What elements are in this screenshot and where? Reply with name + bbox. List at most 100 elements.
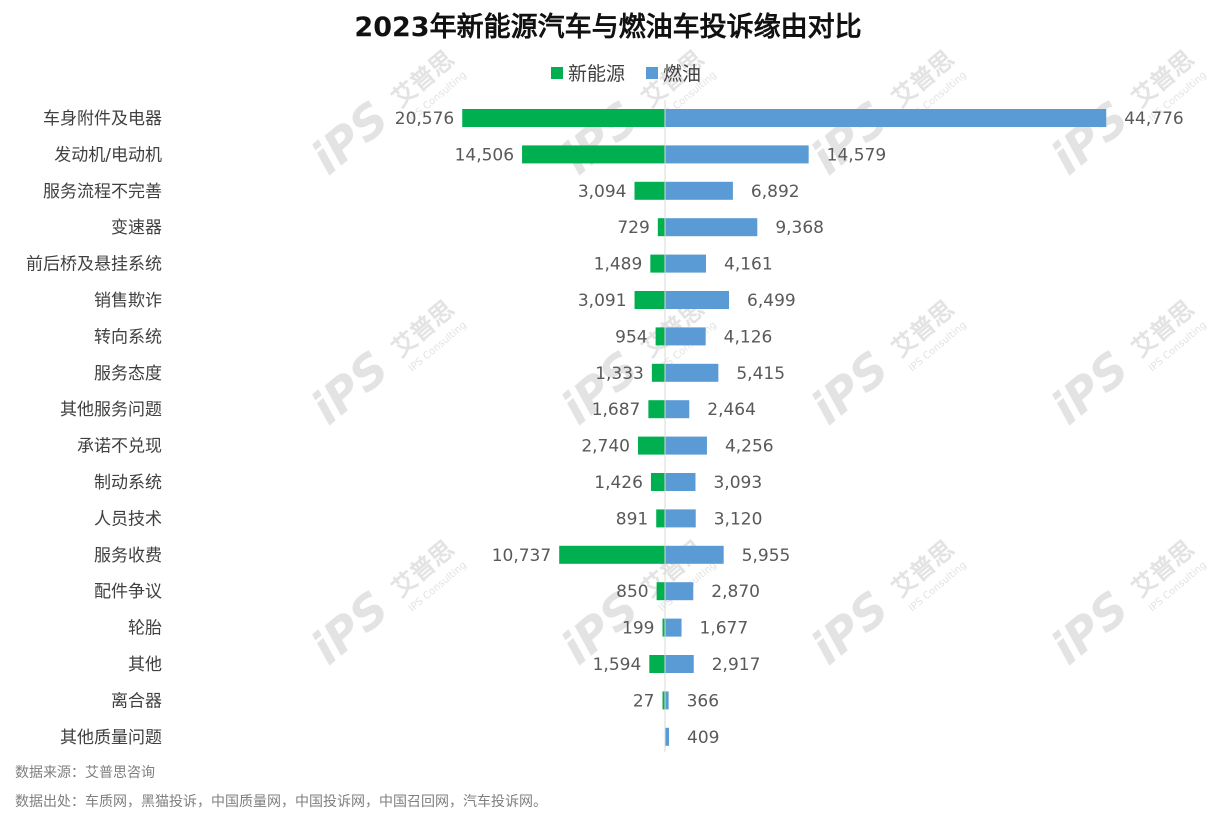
- chart-title: 2023年新能源汽车与燃油车投诉缘由对比: [354, 11, 861, 43]
- bar-fuel: [665, 291, 730, 309]
- value-label-new-energy: 1,489: [594, 255, 643, 275]
- bar-fuel: [665, 618, 682, 637]
- legend-swatch-new-energy: [551, 67, 563, 79]
- bar-new-energy: [650, 473, 665, 491]
- bar-fuel: [665, 655, 694, 673]
- bar-fuel: [665, 509, 696, 528]
- category-label: 转向系统: [94, 327, 162, 347]
- legend-label-fuel: 燃油: [663, 63, 701, 85]
- bar-new-energy: [656, 582, 665, 601]
- bar-fuel: [665, 109, 1107, 127]
- value-label-fuel: 366: [687, 691, 719, 711]
- watermark-logo: iPS: [801, 91, 899, 185]
- category-label: 其他服务问题: [60, 400, 162, 420]
- value-label-fuel: 2,464: [707, 400, 756, 420]
- value-label-fuel: 1,677: [700, 619, 749, 639]
- value-label-new-energy: 850: [616, 582, 648, 602]
- value-label-fuel: 6,499: [747, 291, 796, 311]
- category-label: 配件争议: [94, 582, 162, 602]
- bar-fuel: [665, 545, 724, 564]
- footnote-origin: 数据出处：车质网，黑猫投诉，中国质量网，中国投诉网，中国召回网，汽车投诉网。: [15, 793, 547, 810]
- value-label-fuel: 2,917: [712, 655, 761, 675]
- bar-new-energy: [637, 436, 665, 455]
- legend-swatch-fuel: [646, 67, 658, 79]
- value-labels: 20,576 44,776 14,506 14,579 3,094 6,892 729 9,3…: [395, 109, 1184, 748]
- bar-fuel: [665, 254, 707, 273]
- value-label-fuel: 409: [687, 728, 719, 748]
- value-label-new-energy: 3,091: [578, 291, 627, 311]
- value-label-new-energy: 199: [622, 619, 654, 639]
- bar-new-energy: [634, 291, 665, 309]
- category-label: 服务流程不完善: [43, 182, 162, 202]
- bar-new-energy: [657, 218, 665, 237]
- bar-new-energy: [662, 618, 665, 637]
- category-label: 发动机/电动机: [54, 145, 162, 165]
- bar-fuel: [665, 727, 670, 746]
- bar-new-energy: [655, 327, 665, 346]
- value-label-fuel: 5,415: [736, 364, 785, 384]
- value-label-fuel: 5,955: [742, 546, 791, 566]
- bar-fuel: [665, 218, 758, 237]
- bar-fuel: [665, 400, 690, 419]
- value-label-fuel: 3,120: [714, 509, 763, 529]
- value-label-new-energy: 3,094: [578, 182, 627, 202]
- value-label-fuel: 6,892: [751, 182, 800, 202]
- value-label-new-energy: 20,576: [395, 109, 454, 129]
- category-label: 服务收费: [94, 546, 162, 566]
- value-label-fuel: 3,093: [713, 473, 762, 493]
- value-label-new-energy: 1,333: [595, 364, 644, 384]
- legend: 新能源 燃油: [551, 63, 701, 85]
- watermark-logo: iPS: [301, 581, 399, 675]
- bar-fuel: [665, 363, 719, 382]
- watermark-logo: iPS: [801, 341, 899, 435]
- watermark-logo: iPS: [551, 91, 649, 185]
- value-label-fuel: 14,579: [827, 145, 886, 165]
- category-label: 离合器: [111, 691, 162, 711]
- value-label-fuel: 4,256: [725, 437, 774, 457]
- watermark-logo: iPS: [301, 91, 399, 185]
- category-label: 轮胎: [128, 619, 162, 639]
- watermark-logo: iPS: [551, 341, 649, 435]
- category-label: 承诺不兑现: [77, 437, 162, 457]
- value-label-fuel: 2,870: [711, 582, 760, 602]
- legend-label-new-energy: 新能源: [568, 63, 625, 85]
- category-label: 车身附件及电器: [43, 109, 162, 129]
- bar-new-energy: [651, 363, 665, 382]
- bar-fuel: [665, 436, 707, 455]
- category-labels: 车身附件及电器发动机/电动机服务流程不完善变速器前后桥及悬挂系统销售欺诈转向系统…: [26, 109, 162, 748]
- category-label: 销售欺诈: [94, 291, 162, 311]
- bar-new-energy: [559, 545, 665, 564]
- category-label: 其他: [128, 655, 162, 675]
- value-label-new-energy: 891: [616, 509, 648, 529]
- value-label-fuel: 4,126: [724, 327, 773, 347]
- value-label-new-energy: 954: [615, 327, 647, 347]
- bar-new-energy: [649, 655, 665, 673]
- value-label-new-energy: 1,426: [594, 473, 643, 493]
- category-label: 服务态度: [94, 364, 162, 384]
- category-label: 前后桥及悬挂系统: [26, 255, 162, 275]
- bar-new-energy: [634, 181, 665, 200]
- watermark-logo: iPS: [301, 341, 399, 435]
- bar-new-energy: [650, 254, 665, 273]
- bar-fuel: [665, 473, 696, 491]
- watermark-logo: iPS: [1041, 341, 1139, 435]
- value-label-fuel: 4,161: [724, 255, 773, 275]
- value-label-new-energy: 14,506: [455, 145, 514, 165]
- bars: [462, 109, 1107, 746]
- bar-new-energy: [656, 509, 665, 528]
- value-label-fuel: 9,368: [775, 218, 824, 238]
- category-label: 变速器: [111, 218, 162, 238]
- value-label-new-energy: 27: [633, 691, 655, 711]
- watermark-logo: iPS: [801, 581, 899, 675]
- bar-fuel: [665, 327, 706, 346]
- value-label-fuel: 44,776: [1124, 109, 1183, 129]
- category-label: 其他质量问题: [60, 728, 162, 748]
- bar-fuel: [665, 145, 809, 164]
